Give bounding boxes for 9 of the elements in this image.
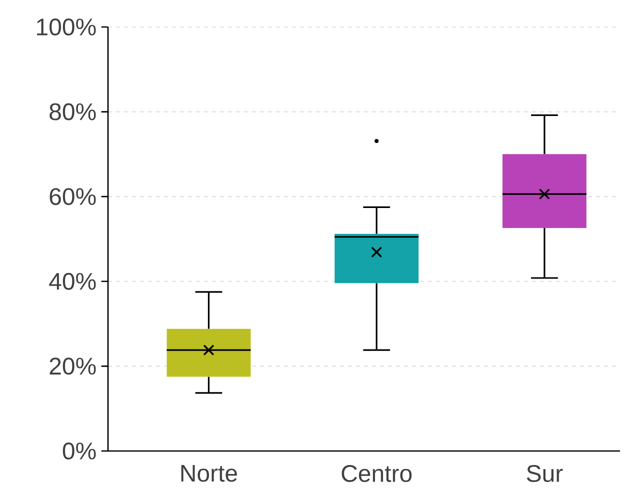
x-tick-label: Centro (342, 465, 412, 482)
y-tick-label: 20% (50, 358, 96, 375)
y-tick-label: 40% (49, 272, 96, 290)
x-tick-label: Sur (526, 465, 563, 482)
y-tick-label: 80% (50, 103, 96, 120)
y-tick-label: 60% (50, 188, 96, 206)
y-tick-label: 0% (62, 442, 96, 460)
x-tick-label: Norte (181, 465, 237, 482)
y-tick-label: 100% (37, 18, 96, 36)
